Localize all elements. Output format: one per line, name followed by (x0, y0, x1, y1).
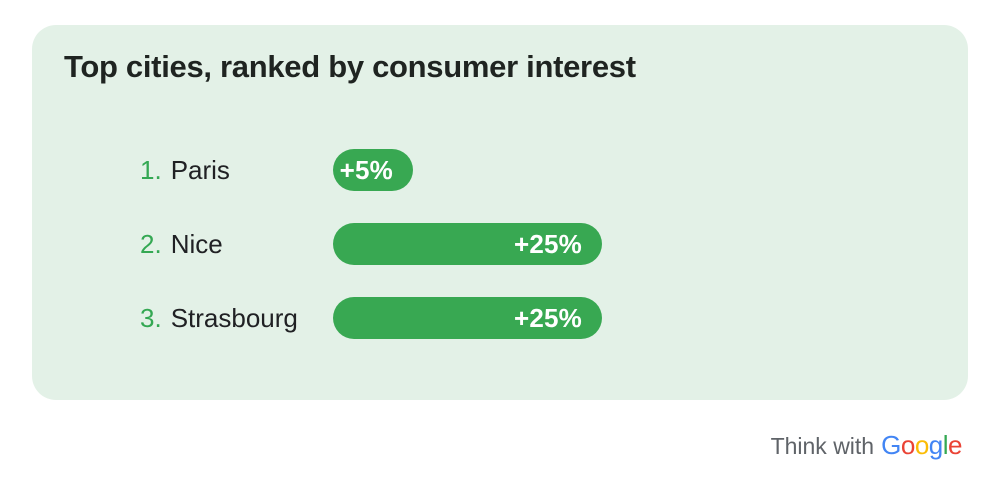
chart-row-nice: 2. Nice +25% (140, 223, 602, 265)
value-bar: +25% (333, 297, 602, 339)
row-label: 1. Paris (140, 155, 333, 186)
rank-number: 3. (140, 302, 162, 333)
chart-title: Top cities, ranked by consumer interest (64, 49, 636, 84)
chart-card: Top cities, ranked by consumer interest … (32, 25, 968, 400)
google-logo: Google (881, 430, 962, 460)
value-label: +25% (513, 228, 582, 259)
value-label: +5% (339, 154, 393, 185)
value-label: +25% (513, 302, 582, 333)
chart-row-paris: 1. Paris +5% (140, 149, 602, 191)
bar-chart: 1. Paris +5% 2. Nice +25% 3. Strasbourg … (140, 149, 602, 371)
rank-number: 1. (140, 154, 162, 185)
value-bar: +25% (333, 223, 602, 265)
city-name: Nice (170, 228, 223, 259)
chart-row-strasbourg: 3. Strasbourg +25% (140, 297, 602, 339)
think-with-google-lockup: Think with Google (770, 430, 963, 461)
row-label: 2. Nice (140, 229, 333, 260)
row-label: 3. Strasbourg (140, 303, 333, 334)
city-name: Paris (170, 154, 230, 185)
brand-prefix: Think with (770, 433, 875, 459)
value-bar: +5% (333, 149, 413, 191)
city-name: Strasbourg (170, 302, 298, 333)
rank-number: 2. (140, 228, 162, 259)
